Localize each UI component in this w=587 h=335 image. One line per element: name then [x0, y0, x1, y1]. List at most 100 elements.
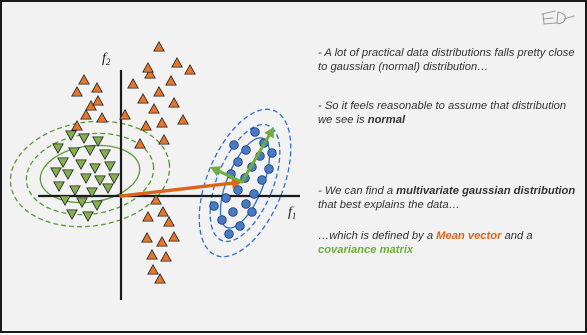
green-point	[69, 185, 81, 197]
blue-point	[235, 221, 245, 231]
orange-point	[134, 137, 146, 149]
green-point	[102, 183, 114, 195]
green-point	[65, 130, 77, 142]
green-point	[86, 187, 98, 199]
blue-point	[241, 145, 251, 155]
green-point	[75, 159, 87, 171]
orange-point	[137, 92, 149, 104]
orange-point	[153, 85, 165, 97]
green-point	[89, 163, 101, 175]
orange-point	[150, 193, 162, 205]
orange-point	[127, 77, 139, 89]
orange-point	[96, 111, 108, 123]
green-point	[82, 211, 94, 223]
green-point	[80, 173, 92, 185]
blue-point	[233, 157, 243, 167]
green-point	[76, 197, 88, 209]
blue-point	[228, 207, 238, 217]
orange-point	[153, 40, 165, 52]
green-point	[68, 147, 80, 159]
blue-point	[241, 199, 251, 209]
orange-point	[91, 81, 103, 93]
green-point	[59, 195, 71, 207]
blue-point	[224, 229, 234, 239]
orange-cluster-top	[71, 40, 196, 149]
orange-point	[163, 215, 175, 227]
green-point	[108, 173, 120, 185]
green-point	[104, 161, 116, 173]
green-point	[50, 167, 62, 179]
orange-point	[141, 231, 153, 243]
orange-point	[140, 119, 152, 131]
orange-point	[144, 67, 156, 79]
bullet-3-emphasis: multivariate gaussian distribution	[396, 185, 576, 197]
orange-point	[184, 63, 196, 75]
covariance-axis-minor	[210, 166, 244, 184]
orange-point	[171, 56, 183, 68]
green-point	[57, 157, 69, 169]
orange-point	[154, 272, 166, 284]
orange-point	[92, 94, 104, 106]
orange-point	[80, 108, 92, 120]
mean-vector-arrow	[119, 177, 242, 198]
green-point	[91, 200, 103, 212]
orange-point	[142, 210, 154, 222]
scatter-diagram: f1 f2	[9, 40, 300, 300]
green-point	[99, 149, 111, 161]
covariance-axis-major	[240, 127, 274, 184]
green-point	[84, 145, 96, 157]
bullet-2: - So it feels reasonable to assume that …	[318, 100, 567, 126]
orange-point	[168, 96, 180, 108]
orange-point	[156, 116, 168, 128]
mean-vector-term: Mean vector	[436, 230, 502, 242]
green-point	[92, 136, 104, 148]
blue-point	[250, 127, 260, 137]
orange-point	[148, 102, 160, 114]
green-point	[53, 181, 65, 193]
orange-point	[146, 248, 158, 260]
blue-point	[249, 189, 259, 199]
vectors	[119, 127, 274, 198]
covariance-matrix-term: covariance matrix	[318, 244, 414, 256]
blue-point	[217, 215, 227, 225]
green-point	[52, 143, 64, 155]
blue-point	[229, 140, 239, 150]
blue-point	[221, 193, 231, 203]
bullet-2-emphasis: normal	[367, 114, 406, 126]
green-ellipse-3	[9, 120, 171, 228]
blue-point	[247, 207, 257, 217]
orange-point	[156, 235, 168, 247]
orange-point	[157, 205, 169, 217]
bullet-1: - A lot of practical data distributions …	[318, 47, 575, 73]
orange-point	[160, 250, 172, 262]
y-axis-label: f2	[102, 51, 111, 67]
green-point	[62, 169, 74, 181]
orange-point	[71, 85, 83, 97]
orange-point	[168, 230, 180, 242]
orange-point	[147, 263, 159, 275]
green-point	[66, 209, 78, 221]
bullet-3: - We can find a multivariate gaussian di…	[318, 185, 576, 211]
blue-ellipse-2	[209, 123, 281, 243]
green-cluster	[50, 130, 120, 223]
blue-point	[267, 148, 277, 158]
blue-point	[209, 201, 219, 211]
blue-point	[257, 175, 267, 185]
green-ellipse-2	[25, 132, 155, 216]
orange-point	[142, 61, 154, 73]
blue-ellipse-3	[198, 108, 292, 258]
orange-point	[71, 119, 83, 131]
blue-point	[233, 185, 243, 195]
orange-point	[78, 73, 90, 85]
orange-point	[158, 133, 170, 145]
green-point	[94, 175, 106, 187]
bullet-4: …which is defined by a Mean vector and a…	[318, 230, 533, 256]
orange-cluster-bottom	[141, 193, 180, 284]
green-point	[78, 133, 90, 145]
orange-point	[119, 108, 131, 120]
x-axis-label: f1	[288, 205, 296, 221]
orange-point	[165, 74, 177, 86]
blue-point	[264, 164, 274, 174]
